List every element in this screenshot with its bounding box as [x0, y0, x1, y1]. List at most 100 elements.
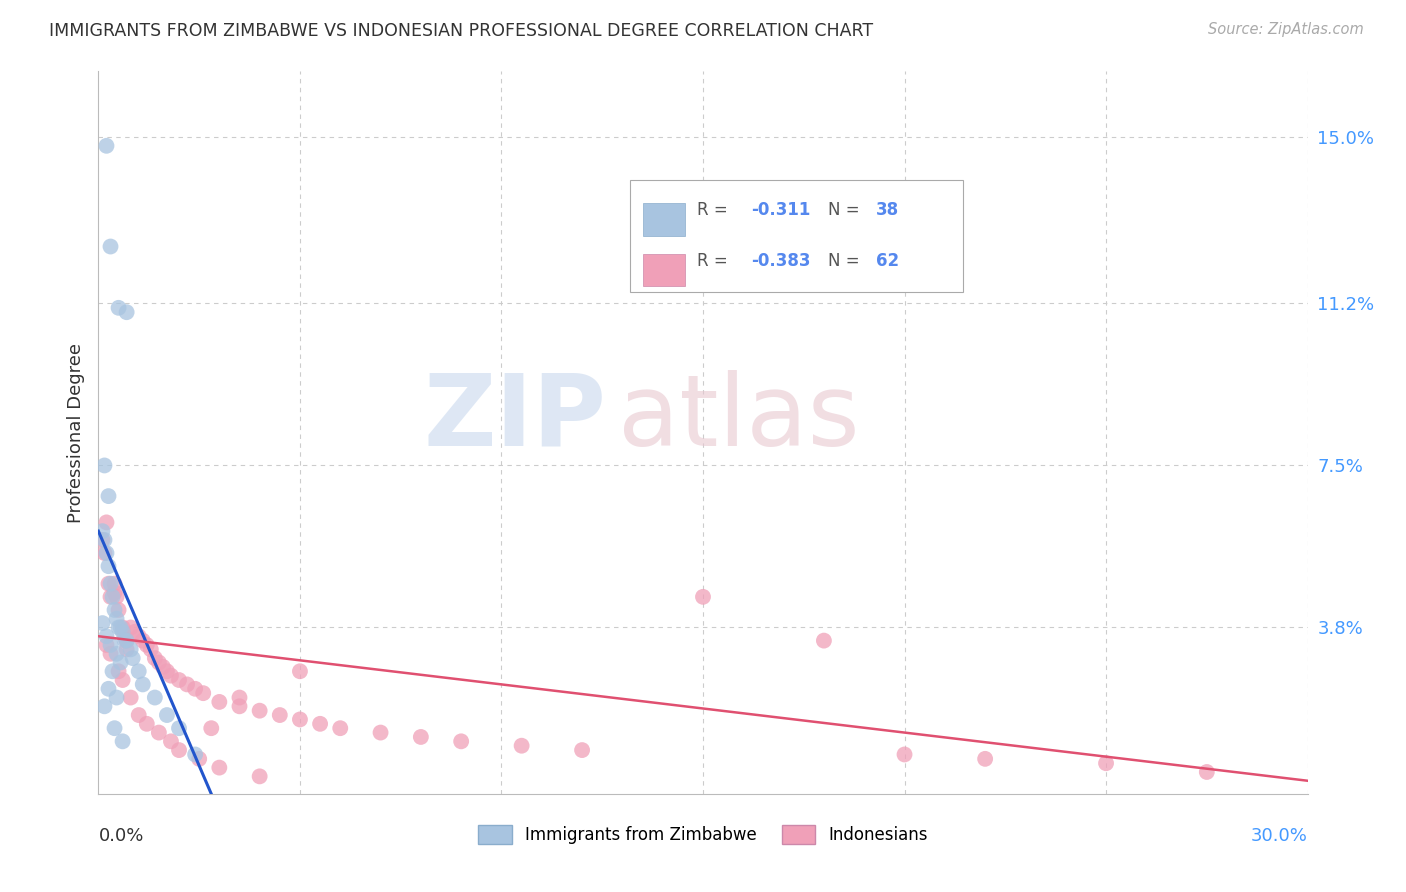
Y-axis label: Professional Degree: Professional Degree — [66, 343, 84, 523]
Text: N =: N = — [828, 201, 865, 219]
Point — [974, 752, 997, 766]
Point — [120, 690, 142, 705]
Point — [107, 620, 129, 634]
Point — [370, 725, 392, 739]
Point — [101, 590, 124, 604]
Point — [105, 647, 128, 661]
Point — [105, 612, 128, 626]
Point — [1095, 756, 1118, 771]
Text: Source: ZipAtlas.com: Source: ZipAtlas.com — [1208, 22, 1364, 37]
Point — [115, 305, 138, 319]
Text: R =: R = — [697, 201, 733, 219]
Point — [208, 695, 231, 709]
Point — [114, 629, 136, 643]
Bar — [643, 203, 685, 235]
Bar — [643, 254, 685, 286]
Point — [148, 725, 170, 739]
Point — [128, 708, 150, 723]
Point — [96, 138, 118, 153]
Point — [93, 699, 115, 714]
Point — [329, 721, 352, 735]
Point — [97, 489, 120, 503]
Text: ZIP: ZIP — [423, 369, 606, 467]
Point — [91, 533, 114, 547]
Text: 38: 38 — [876, 201, 898, 219]
Point — [110, 656, 132, 670]
Point — [96, 546, 118, 560]
Point — [93, 533, 115, 547]
Text: atlas: atlas — [619, 369, 860, 467]
Point — [91, 524, 114, 538]
Point — [107, 301, 129, 315]
Point — [128, 629, 150, 643]
Text: 0.0%: 0.0% — [98, 827, 143, 845]
Point — [692, 590, 714, 604]
Point — [167, 673, 190, 687]
Point — [571, 743, 593, 757]
Point — [288, 713, 311, 727]
Point — [167, 743, 190, 757]
Text: R =: R = — [697, 252, 733, 269]
Point — [249, 704, 271, 718]
Point — [110, 620, 132, 634]
Point — [120, 642, 142, 657]
Point — [97, 559, 120, 574]
Point — [143, 690, 166, 705]
Point — [510, 739, 533, 753]
Point — [269, 708, 291, 723]
Point — [893, 747, 915, 762]
Point — [132, 677, 155, 691]
Point — [111, 734, 134, 748]
Point — [450, 734, 472, 748]
Point — [96, 629, 118, 643]
Point — [176, 677, 198, 691]
Point — [111, 673, 134, 687]
Point — [139, 642, 162, 657]
Point — [135, 716, 157, 731]
Point — [121, 651, 143, 665]
Point — [120, 620, 142, 634]
Point — [114, 633, 136, 648]
Point — [193, 686, 215, 700]
Point — [97, 681, 120, 696]
FancyBboxPatch shape — [630, 180, 963, 292]
Point — [107, 603, 129, 617]
Point — [100, 638, 122, 652]
Point — [228, 690, 250, 705]
Point — [103, 576, 125, 591]
Point — [143, 651, 166, 665]
Point — [107, 665, 129, 679]
Text: 30.0%: 30.0% — [1251, 827, 1308, 845]
Point — [101, 665, 124, 679]
Point — [93, 458, 115, 473]
Point — [184, 747, 207, 762]
Point — [96, 516, 118, 530]
Point — [184, 681, 207, 696]
Point — [309, 716, 332, 731]
Text: 62: 62 — [876, 252, 898, 269]
Point — [200, 721, 222, 735]
Point — [96, 638, 118, 652]
Point — [115, 642, 138, 657]
Point — [132, 633, 155, 648]
Point — [100, 239, 122, 253]
Point — [188, 752, 211, 766]
Point — [93, 546, 115, 560]
Point — [208, 761, 231, 775]
Point — [160, 734, 183, 748]
Point — [156, 708, 179, 723]
Point — [103, 721, 125, 735]
Point — [115, 633, 138, 648]
Point — [111, 620, 134, 634]
Point — [288, 665, 311, 679]
Text: N =: N = — [828, 252, 865, 269]
Point — [115, 633, 138, 648]
Point — [249, 769, 271, 783]
Point — [813, 633, 835, 648]
Point — [100, 647, 122, 661]
Point — [152, 660, 174, 674]
Text: -0.311: -0.311 — [751, 201, 811, 219]
Point — [160, 668, 183, 682]
Point — [128, 665, 150, 679]
Point — [228, 699, 250, 714]
